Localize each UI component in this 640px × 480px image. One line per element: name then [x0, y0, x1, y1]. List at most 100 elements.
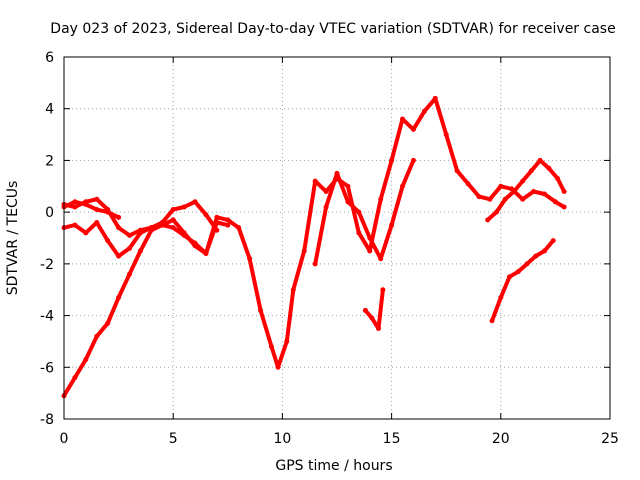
data-point [502, 196, 508, 202]
data-point [552, 199, 558, 205]
data-point [362, 307, 368, 313]
data-point [225, 222, 231, 228]
y-tick-label: 0 [45, 205, 54, 221]
data-point [323, 204, 329, 210]
data-point [284, 338, 290, 344]
data-point [345, 199, 351, 205]
data-point [275, 364, 281, 370]
data-point [127, 232, 133, 238]
data-point [159, 219, 165, 225]
data-point [181, 232, 187, 238]
data-point [236, 225, 242, 231]
data-point [375, 326, 381, 331]
data-point [389, 157, 395, 163]
data-point [498, 294, 504, 300]
data-point [541, 191, 547, 197]
data-point [268, 344, 274, 350]
data-point [515, 269, 521, 275]
y-tick-label: -8 [40, 412, 54, 428]
data-point [443, 132, 449, 138]
data-point [520, 178, 526, 184]
series-line-track-1 [62, 96, 567, 398]
data-point [507, 274, 513, 280]
data-point [148, 225, 154, 231]
data-point [533, 253, 539, 259]
data-point [214, 227, 220, 233]
data-point [465, 181, 471, 187]
data-point [528, 168, 534, 174]
tick-layer: 0 5 10 15 20 25 -8 -6 -4 -2 0 2 4 6 [40, 50, 619, 447]
data-point [127, 271, 133, 277]
data-point [290, 287, 296, 293]
x-tick-label: 0 [60, 431, 69, 447]
data-point [83, 201, 89, 207]
data-point [105, 209, 111, 215]
x-axis-label: GPS time / hours [275, 458, 392, 474]
data-point [389, 222, 395, 228]
data-point [421, 108, 427, 114]
data-point [247, 256, 253, 262]
data-point [72, 375, 78, 381]
data-point [378, 256, 384, 262]
data-point [378, 196, 384, 202]
data-point [454, 168, 460, 174]
y-tick-label: -6 [40, 360, 54, 376]
chart-title: Day 023 of 2023, Sidereal Day-to-day VTE… [50, 21, 615, 37]
data-point [181, 204, 187, 210]
data-point [367, 235, 373, 241]
data-point [356, 230, 362, 236]
data-point [137, 248, 143, 254]
data-point [561, 204, 567, 210]
y-tick-label: 6 [45, 50, 54, 66]
y-tick-label: 4 [45, 102, 54, 118]
data-point [170, 207, 176, 213]
data-point [312, 178, 318, 184]
data-point [541, 248, 547, 254]
y-tick-label: 2 [45, 153, 54, 169]
data-point [214, 219, 220, 225]
data-point [400, 183, 406, 189]
data-point [432, 95, 438, 101]
data-point [380, 287, 386, 293]
data-point [493, 209, 499, 215]
data-point [192, 199, 198, 205]
data-point [550, 238, 556, 244]
data-point [312, 261, 318, 267]
data-point [356, 209, 362, 215]
data-point [105, 238, 111, 244]
data-point [258, 307, 264, 313]
data-point [511, 188, 517, 194]
data-point [72, 222, 78, 228]
data-point [476, 194, 482, 200]
data-point [94, 207, 100, 213]
data-point [489, 318, 495, 324]
data-point [367, 248, 373, 254]
data-point [94, 219, 100, 225]
data-point [487, 196, 493, 202]
data-point [214, 214, 220, 220]
data-point [524, 261, 530, 267]
data-point [137, 230, 143, 236]
series-line-track-5 [313, 158, 416, 266]
data-point [537, 157, 543, 163]
data-point [555, 176, 561, 182]
y-tick-label: -4 [40, 309, 54, 325]
data-point [400, 116, 406, 122]
data-point [72, 199, 78, 205]
data-point [410, 157, 416, 163]
data-point [170, 217, 176, 223]
data-point [520, 196, 526, 202]
data-point [323, 188, 329, 194]
x-tick-label: 10 [273, 431, 291, 447]
series-line-track-6 [363, 287, 385, 331]
data-point [83, 357, 89, 363]
data-point [345, 183, 351, 189]
data-point [369, 315, 375, 321]
data-point [334, 170, 340, 176]
data-point [170, 225, 176, 231]
x-tick-label: 20 [492, 431, 510, 447]
data-point [83, 230, 89, 236]
series-line-track-8 [485, 158, 567, 222]
x-tick-label: 25 [601, 431, 619, 447]
x-tick-label: 15 [383, 431, 401, 447]
